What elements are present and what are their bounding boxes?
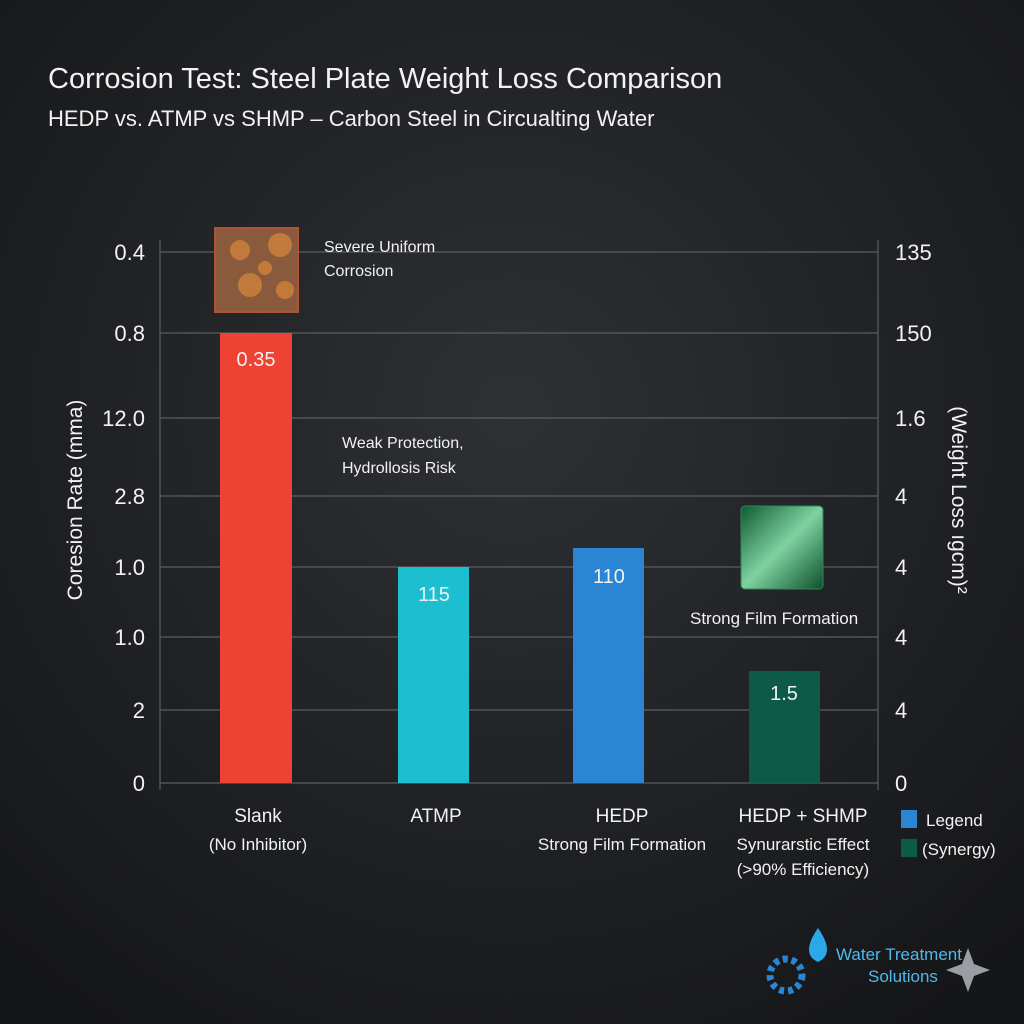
left-tick-label: 0 [133,771,145,796]
left-tick-label: 1.0 [114,555,145,580]
bar [220,333,292,783]
right-tick-label: 4 [895,698,907,723]
right-tick-label: 4 [895,484,907,509]
bar-label: 0.35 [237,349,276,371]
bar-label: 115 [418,584,450,606]
rust-spots [230,233,294,299]
bar-label: 110 [593,566,625,588]
category-label: Slank [234,806,282,827]
left-axis-title: Coresion Rate (mma) [64,400,87,601]
category-note: Synurarstic Effect [737,835,870,854]
logo: Water Treatment Solutions [766,928,990,995]
logo-text: Water Treatment [836,945,962,964]
annotation: Weak Protection, [342,435,464,452]
logo-text: Solutions [868,967,938,986]
annotation: Severe Uniform [324,239,435,256]
legend-swatch [901,810,917,828]
left-tick-label: 2 [133,698,145,723]
left-tick-label: 0.8 [114,321,145,346]
category-note: (No Inhibitor) [209,835,307,854]
bar [398,567,469,783]
legend-entry: (Synergy) [922,840,996,859]
bar [573,548,644,783]
left-tick-label: 0.4 [114,240,145,265]
right-tick-label: 1.6 [895,406,926,431]
right-tick-label: 4 [895,555,907,580]
title: Corrosion Test: Steel Plate Weight Loss … [48,63,722,95]
right-tick-label: 150 [895,321,932,346]
left-tick-label: 1.0 [114,625,145,650]
subtitle: HEDP vs. ATMP vs SHMP – Carbon Steel in … [48,106,654,131]
right-tick-label: 4 [895,625,907,650]
left-tick-label: 12.0 [102,406,145,431]
legend-entry: Legend [926,811,983,830]
bar [749,671,820,783]
right-axis-title: (Weight Loss ıgcm)² [947,406,970,594]
categories: Slank (No Inhibitor) ATMP HEDP Strong Film F… [209,806,870,879]
annotation: Corrosion [324,263,393,280]
bar-label: 1.5 [770,683,798,705]
annotation: Hydrollosis Risk [342,460,457,477]
right-tick-label: 135 [895,240,932,265]
left-tick-label: 2.8 [114,484,145,509]
film-image [740,505,824,590]
category-label: HEDP + SHMP [739,806,868,827]
category-label: ATMP [410,806,461,827]
category-note: Strong Film Formation [538,835,706,854]
category-label: HEDP [596,806,649,827]
right-tick-label: 0 [895,771,907,796]
annotation: Strong Film Formation [690,609,858,628]
legend-swatch [901,839,917,857]
category-note: (>90% Efficiency) [737,860,869,879]
